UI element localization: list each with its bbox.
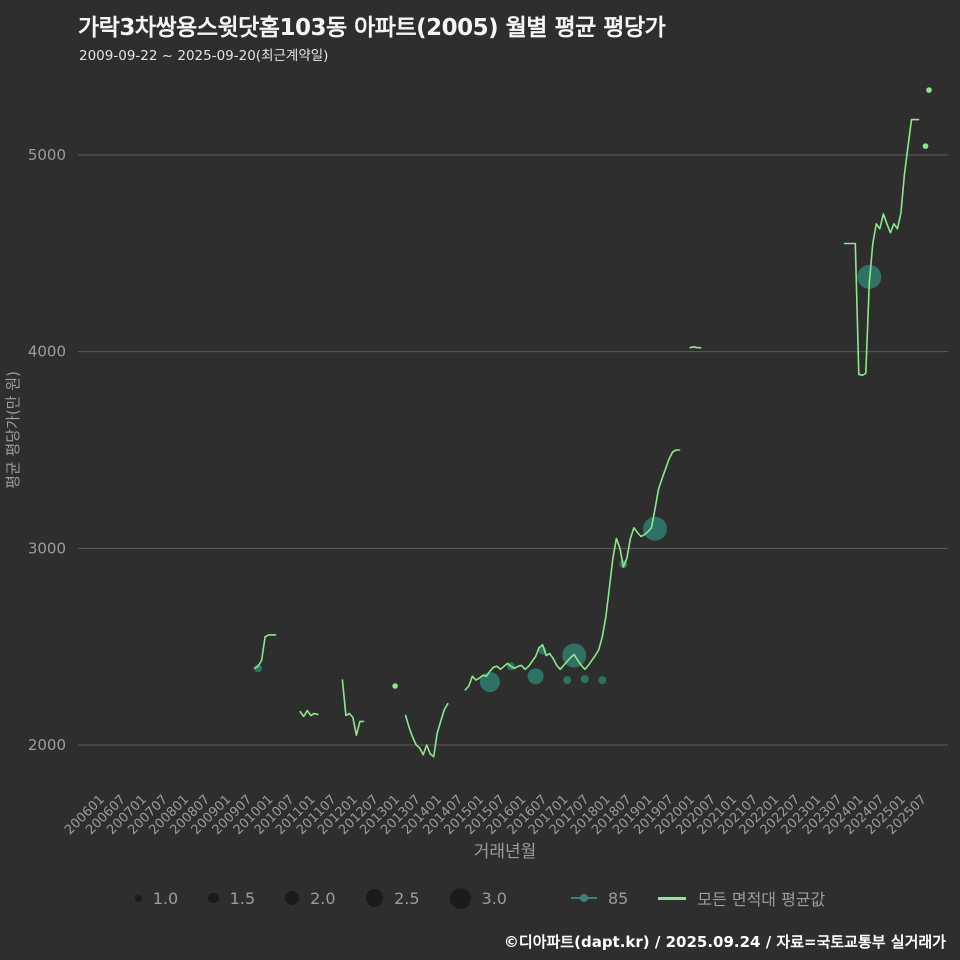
series-avg-line-icon <box>658 896 687 900</box>
scatter-bubble <box>254 664 263 673</box>
size-dot-icon <box>285 891 300 905</box>
size-dot-icon <box>365 889 384 907</box>
line-point <box>922 143 929 149</box>
page-title: 가락3차쌍용스윗닷홈103동 아파트(2005) 월별 평균 평당가 <box>78 15 666 41</box>
y-axis-title: 평균 평당가(만 원) <box>4 371 22 489</box>
y-tick-label: 4000 <box>28 343 66 361</box>
legend-series-85: 85 <box>570 888 629 908</box>
scatter-bubble <box>580 675 589 684</box>
legend-size-item: 1.5 <box>208 889 255 908</box>
source-credit: ©디아파트(dapt.kr) / 2025.09.24 / 자료=국토교통부 실… <box>503 933 946 951</box>
legend-size-label: 3.0 <box>481 888 507 908</box>
legend-series-85-label: 85 <box>607 888 629 908</box>
legend-size-label: 2.0 <box>310 888 336 908</box>
size-dot-icon <box>134 894 142 902</box>
scatter-bubble <box>479 672 500 693</box>
price-line <box>404 702 449 758</box>
legend-size-item: 1.0 <box>134 888 179 908</box>
line-point <box>926 87 932 93</box>
size-dot-icon <box>449 887 471 909</box>
scatter-bubble <box>563 676 572 685</box>
legend-size-label: 1.5 <box>229 888 256 908</box>
date-range-subtitle: 2009-09-22 ~ 2025-09-20(최근계약일) <box>79 48 329 64</box>
legend-series-avg-label: 모든 면적대 평균값 <box>697 890 826 909</box>
series-85-marker-icon <box>570 892 597 904</box>
price-line <box>253 634 277 670</box>
y-tick-label: 3000 <box>28 539 66 557</box>
legend-size-item: 3.0 <box>449 887 507 909</box>
legend-size-item: 2.5 <box>365 888 420 908</box>
y-tick-label: 5000 <box>28 146 66 164</box>
legend-size-label: 2.5 <box>394 888 420 908</box>
scatter-bubble <box>598 676 607 685</box>
price-line <box>843 118 920 377</box>
scatter-bubble <box>643 516 667 541</box>
size-dot-icon <box>208 892 219 904</box>
line-point <box>392 683 398 689</box>
price-line <box>341 679 365 736</box>
legend-size-label: 1.0 <box>152 888 179 908</box>
x-axis-title: 거래년월 <box>474 842 537 862</box>
price-line <box>299 709 319 718</box>
legend-series-avg: 모든 면적대 평균값 <box>658 886 825 910</box>
price-chart: 2000300040005000200601200607200701200707… <box>4 87 948 862</box>
scatter-bubble <box>527 668 544 685</box>
legend-size-item: 2.0 <box>285 888 336 908</box>
price-line <box>689 346 702 349</box>
price-line <box>464 449 681 691</box>
chart-legend: 1.0 1.5 2.0 2.5 3.0 85 모든 면적대 평균값 <box>0 886 960 910</box>
y-tick-label: 2000 <box>28 736 66 754</box>
